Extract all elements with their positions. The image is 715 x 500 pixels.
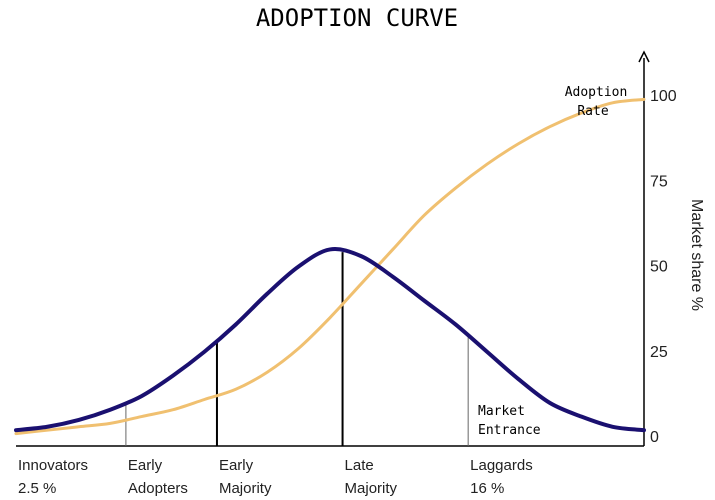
segment-label: Laggards — [470, 457, 533, 474]
chart-title: ADOPTION CURVE — [256, 4, 458, 32]
y-ticks-group: 100 75 50 25 0 — [650, 88, 677, 446]
y-axis-arrow-icon — [638, 50, 650, 63]
segment-sublabel: 16 % — [470, 480, 504, 497]
y-tick-label: 25 — [650, 344, 668, 361]
adoption-rate-annotation-line2: Rate — [577, 104, 608, 119]
y-tick-label: 0 — [650, 429, 659, 446]
segment-label: Innovators — [18, 457, 88, 474]
y-tick-label: 100 — [650, 88, 677, 105]
series-group — [14, 97, 646, 436]
segment-labels-group: Innovators 2.5 % Early Adopters Early Majorit… — [18, 457, 533, 497]
y-tick-label: 75 — [650, 173, 668, 190]
segment-label: Late — [345, 457, 374, 474]
segment-sublabel: 2.5 % — [18, 480, 56, 497]
market-entrance-annotation-line2: Entrance — [478, 423, 541, 438]
y-axis-label: Market share % — [688, 199, 705, 311]
segment-label: Early — [128, 457, 163, 474]
segment-sublabel: Majority — [219, 480, 272, 497]
adoption-rate-line — [14, 97, 646, 436]
segment-label: Early — [219, 457, 254, 474]
market-entrance-line — [14, 247, 646, 433]
adoption-rate-annotation-line1: Adoption — [565, 85, 628, 100]
y-tick-label: 50 — [650, 259, 668, 276]
segment-sublabel: Majority — [345, 480, 398, 497]
market-entrance-annotation-line1: Market — [478, 404, 525, 419]
segment-sublabel: Adopters — [128, 480, 188, 497]
segment-dividers-group — [125, 252, 469, 446]
